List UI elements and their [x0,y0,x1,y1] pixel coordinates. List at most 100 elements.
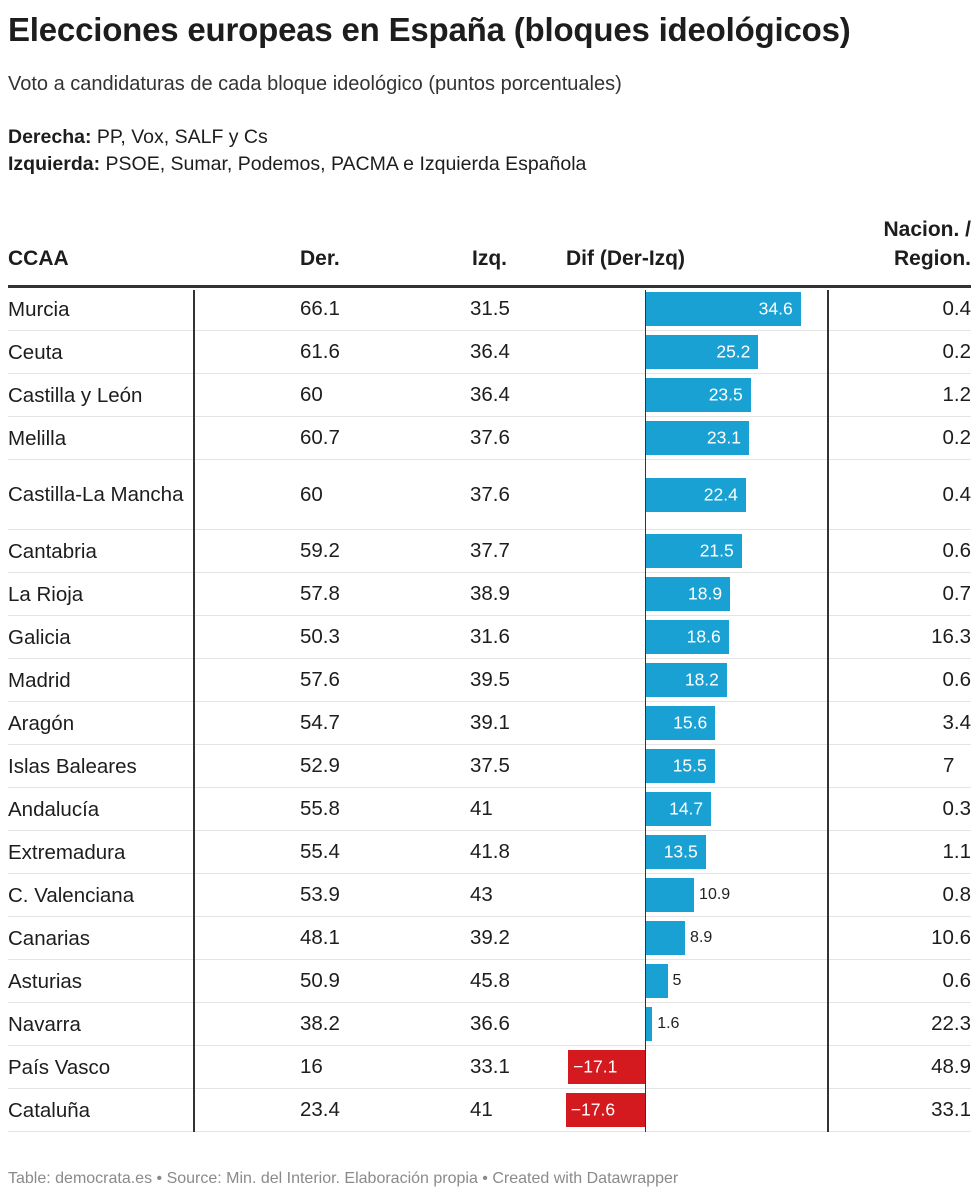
nac-cell: 1.2 [943,374,972,416]
izq-cell: 45.8 [470,969,510,992]
table-row: Cataluña 23.4 41 33.1 −17.6 [8,1089,971,1132]
izq-cell: 43 [470,883,493,906]
column-header-nac-line2: Region. [894,247,971,270]
ccaa-cell: La Rioja [8,582,84,606]
der-cell: 57.6 [300,668,340,691]
dif-bar-label: 18.9 [688,583,723,604]
dif-bar [568,1050,645,1084]
der-cell: 53.9 [300,883,340,906]
nac-cell: 3.4 [943,702,972,744]
dif-bar [645,921,686,955]
izq-cell: 37.6 [470,426,510,449]
nac-value: 0.6 [942,668,972,691]
column-header-izq[interactable]: Izq. [472,247,507,270]
ccaa-cell: Islas Baleares [8,754,137,778]
dif-bar-label: 10.9 [699,886,731,903]
table-row: Castilla y León 60 36.4 1.2 23.5 [8,374,971,417]
ccaa-cell: Melilla [8,426,67,450]
results-table: CCAA Der. Izq. Dif (Der-Izq) Nacion. / R… [8,218,971,1132]
izq-cell: 37.5 [470,754,510,777]
ccaa-cell: Galicia [8,625,71,649]
der-cell: 50.9 [300,969,340,992]
nac-value: 0.6 [942,969,972,992]
der-cell: 66.1 [300,297,340,320]
ccaa-cell: Asturias [8,969,83,993]
ccaa-cell: Navarra [8,1012,81,1036]
dif-bar-label: 15.6 [673,712,708,733]
ccaa-cell: Ceuta [8,340,63,364]
nac-cell: 0.6 [943,960,972,1002]
table-row: Madrid 57.6 39.5 0.6 18.2 [8,659,971,702]
chart-title: Elecciones europeas en España (bloques i… [8,11,851,48]
nac-cell: 10.6 [931,917,971,959]
ccaa-cell: Extremadura [8,840,126,864]
izq-cell: 33.1 [470,1055,510,1078]
der-cell: 55.8 [300,797,340,820]
dif-bar-label: 13.5 [663,841,698,862]
ccaa-cell: Castilla-La Mancha [8,483,184,506]
dif-bar [645,792,712,826]
note-derecha-text: PP, Vox, SALF y Cs [91,126,268,148]
column-divider-right [827,290,829,1132]
chart-subtitle: Voto a candidaturas de cada bloque ideol… [8,73,622,95]
der-cell: 16 [300,1055,323,1078]
column-header-ccaa[interactable]: CCAA [8,247,69,270]
nac-value: 0.6 [942,539,972,562]
dif-bar-label: 23.1 [706,427,741,448]
dif-bar-label: 1.6 [657,1015,680,1032]
ccaa-cell: Cataluña [8,1098,91,1122]
nac-cell: 0.4 [943,460,972,529]
der-cell: 52.9 [300,754,340,777]
dif-bar [645,1007,653,1041]
ccaa-cell: Aragón [8,711,75,735]
dif-bar-label: −17.6 [570,1099,616,1120]
der-cell: 61.6 [300,340,340,363]
dif-bar-label: 25.2 [716,341,751,362]
table-row: Galicia 50.3 31.6 16.3 18.6 [8,616,971,659]
table-row: C. Valenciana 53.9 43 0.8 10.9 [8,874,971,917]
der-cell: 50.3 [300,625,340,648]
bar-zero-line [645,290,646,1132]
izq-cell: 37.7 [470,539,510,562]
nac-value: 10.6 [931,926,971,949]
izq-cell: 41 [470,797,493,820]
table-row: Islas Baleares 52.9 37.5 7 15.5 [8,745,971,788]
note-izquierda-label: Izquierda: [8,153,101,175]
der-cell: 54.7 [300,711,340,734]
nac-value: 16.3 [931,625,971,648]
izq-cell: 39.5 [470,668,510,691]
column-header-der[interactable]: Der. [300,247,340,270]
nac-value: 7 [943,754,955,777]
table-row: Cantabria 59.2 37.7 0.6 21.5 [8,530,971,573]
izq-cell: 36.4 [470,383,510,406]
dif-bar-label: 23.5 [708,384,743,405]
nac-value: 0.3 [942,797,972,820]
table-row: Asturias 50.9 45.8 0.6 5 [8,960,971,1003]
nac-value: 1.1 [942,840,972,863]
dif-bar [645,477,746,512]
nac-value: 1.2 [942,383,972,406]
nac-cell: 16.3 [931,616,971,658]
nac-cell: 0.3 [943,788,972,830]
dif-bar [645,421,749,455]
dif-bar [645,964,668,998]
izq-cell: 39.1 [470,711,510,734]
dif-bar-label: 21.5 [699,540,734,561]
chart-header: Elecciones europeas en España (bloques i… [8,0,968,178]
column-header-dif[interactable]: Dif (Der-Izq) [566,247,685,270]
der-cell: 60 [300,383,323,406]
column-header-nac[interactable]: Nacion. / Region. [883,215,971,273]
izq-cell: 36.6 [470,1012,510,1035]
nac-cell: 22.3 [931,1003,971,1045]
ccaa-cell: Madrid [8,668,71,692]
table-row: La Rioja 57.8 38.9 0.7 18.9 [8,573,971,616]
nac-value: 0.2 [942,340,972,363]
nac-cell: 0.4 [943,288,972,330]
dif-bar-label: 8.9 [690,929,713,946]
nac-value: 33.1 [931,1098,971,1121]
ccaa-cell: Canarias [8,926,91,950]
table-row: Extremadura 55.4 41.8 1.1 13.5 [8,831,971,874]
izq-cell: 41.8 [470,840,510,863]
dif-bar [645,577,731,611]
table-row: Navarra 38.2 36.6 22.3 1.6 [8,1003,971,1046]
